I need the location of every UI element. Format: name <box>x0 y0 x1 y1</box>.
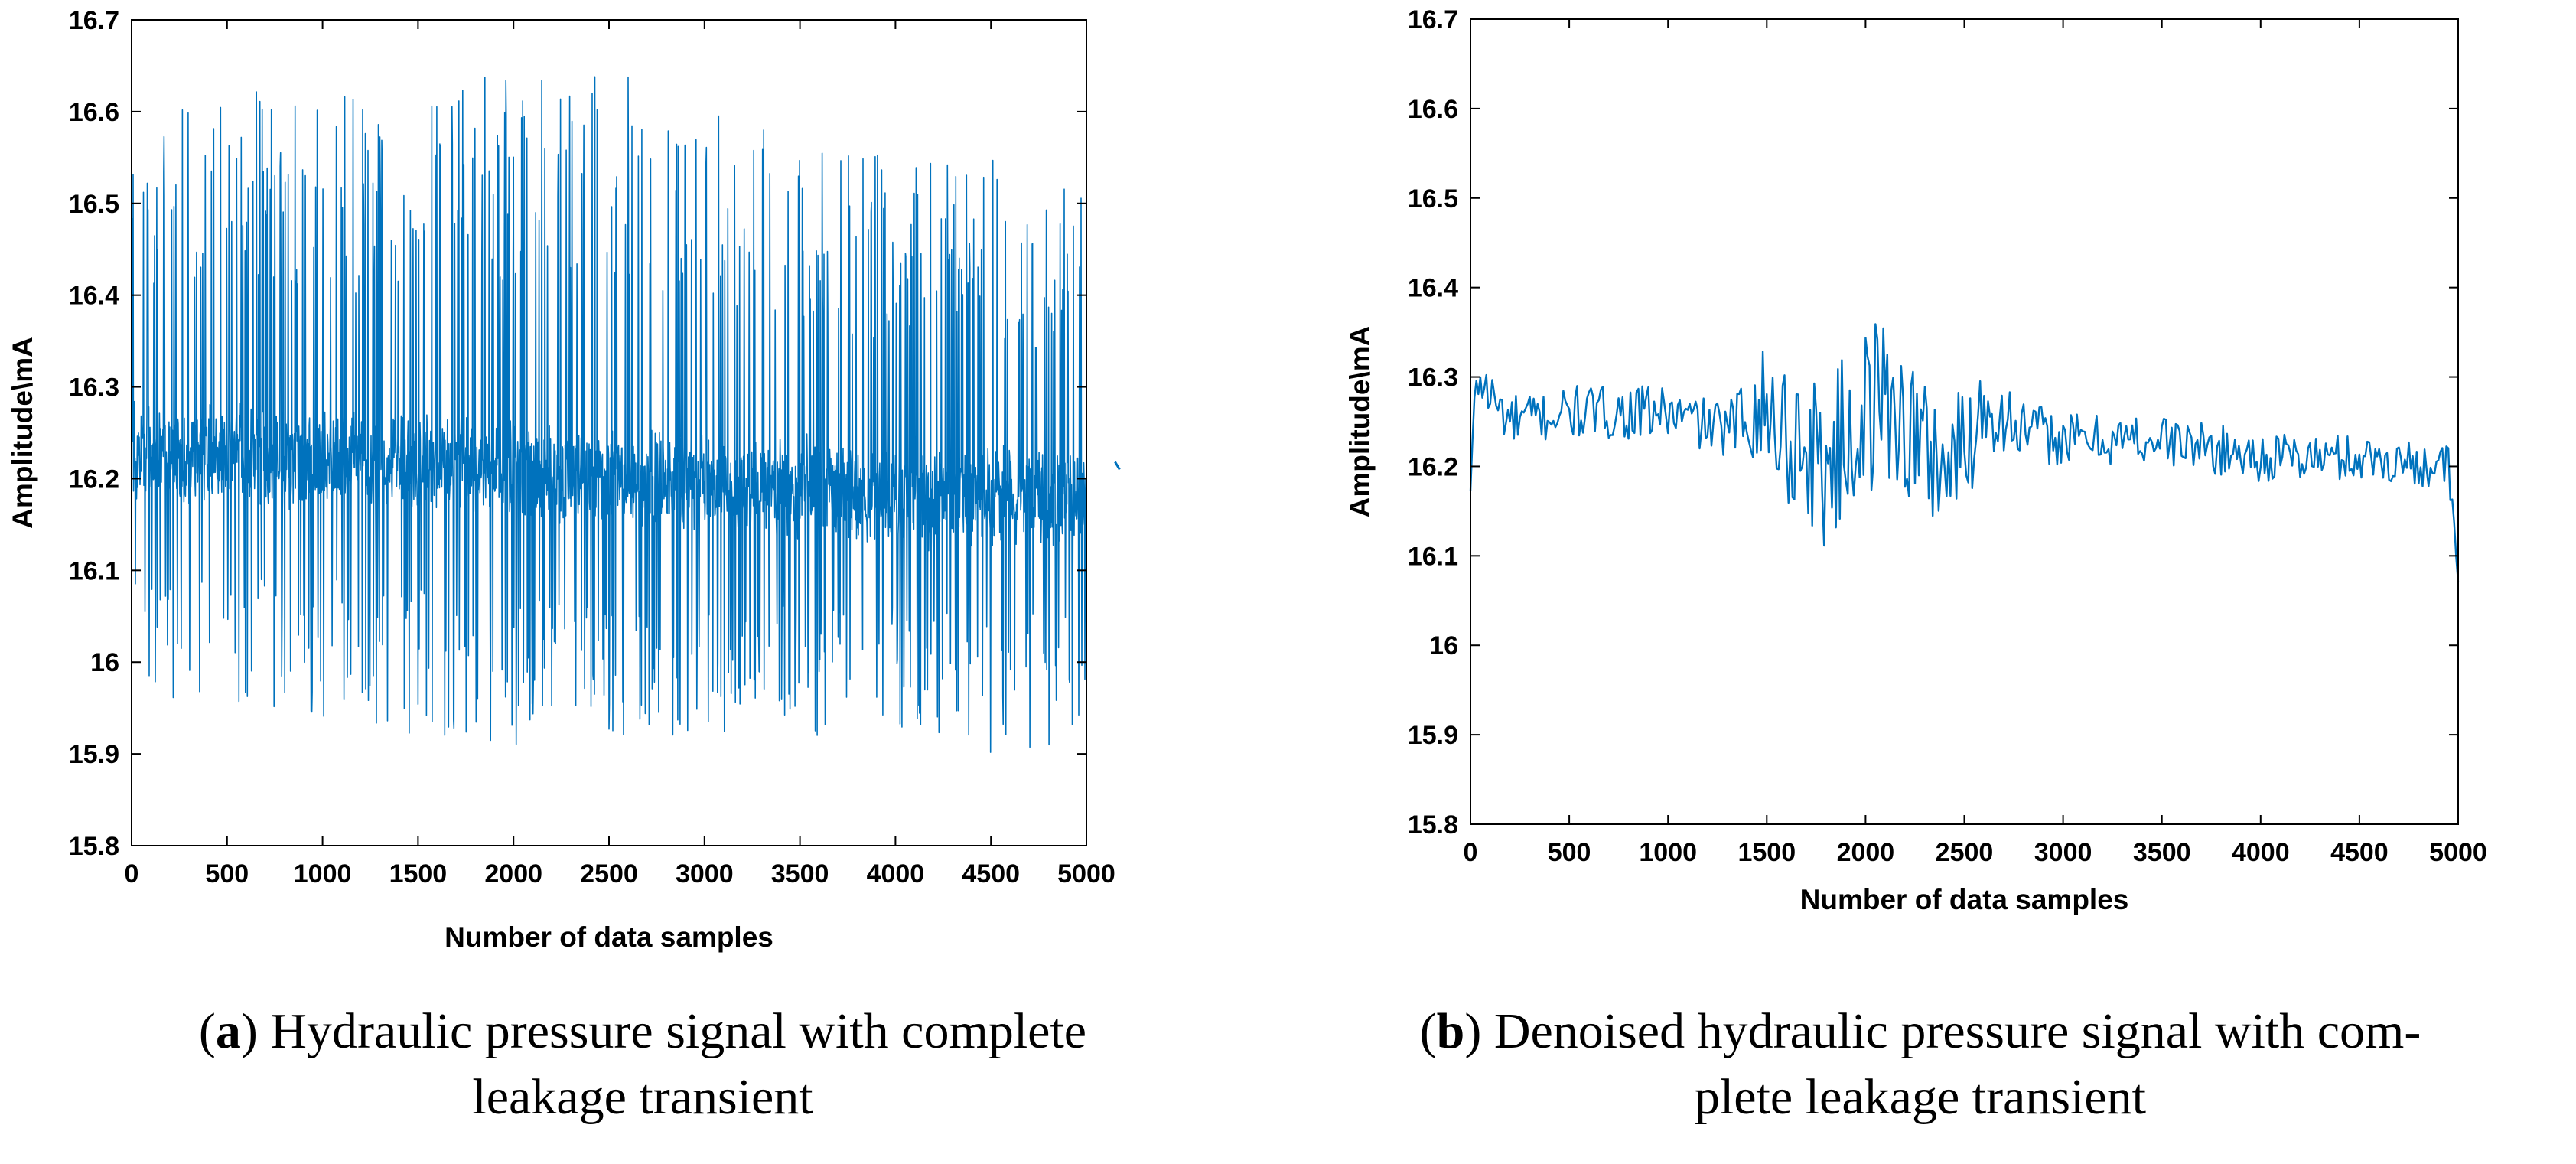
caption-b-letter: b <box>1436 1003 1465 1059</box>
caption-b-line1: Denoised hydraulic pressure signal with … <box>1493 1003 2421 1059</box>
chart-a-ytick-label: 16.1 <box>69 556 119 585</box>
chart-a-xtick-label: 1500 <box>389 859 448 888</box>
chart-a-xtick-label: 5000 <box>1057 859 1115 888</box>
caption-a-letter: a <box>215 1003 241 1059</box>
chart-b-ytick-label: 15.9 <box>1408 721 1458 750</box>
chart-a-xtick-label: 4000 <box>867 859 925 888</box>
chart-a-signal-line <box>131 76 1087 753</box>
caption-a: (a) Hydraulic pressure signal with compl… <box>198 1003 1087 1125</box>
chart-a-ytick-label: 16.6 <box>69 98 119 127</box>
chart-a-ytick-label: 15.8 <box>69 832 119 861</box>
chart-a-xtick-label: 1000 <box>294 859 352 888</box>
chart-b-axes-box <box>1470 18 2459 825</box>
caption-a-line1: Hydraulic pressure signal with complete <box>270 1003 1087 1059</box>
chart-a-xtick-label: 2000 <box>484 859 542 888</box>
chart-b-xtick-label: 1500 <box>1737 838 1796 867</box>
chart-b-ytick-label: 16.5 <box>1408 184 1458 214</box>
chart-b-xtick-label: 3500 <box>2133 838 2191 867</box>
chart-b-xtick-label: 4000 <box>2232 838 2290 867</box>
chart-b-xtick-label: 0 <box>1464 838 1478 867</box>
chart-panel-b: 0 500 1000 1500 2000 2500 3000 3500 4000 4500 5000… <box>1288 0 2576 1164</box>
chart-b-xtick-label: 5000 <box>2429 838 2487 867</box>
chart-a-ytick-label: 15.9 <box>69 740 119 769</box>
chart-b-ytick-label: 16.4 <box>1408 274 1458 303</box>
chart-a-xtick-label: 0 <box>125 859 139 888</box>
caption-b: (b) Denoised hydraulic pressure signal w… <box>1419 1003 2421 1125</box>
chart-b-xtick-label: 3000 <box>2034 838 2092 867</box>
chart-b-ytick-label: 16.1 <box>1408 542 1458 571</box>
chart-b-xtick-label: 1000 <box>1639 838 1697 867</box>
chart-b-xlabel: Number of data samples <box>1800 884 2129 915</box>
chart-a-ytick-label: 16.4 <box>69 282 119 311</box>
chart-a-ytick-label: 16.3 <box>69 373 119 403</box>
chart-b-xtick-label: 2500 <box>1936 838 1994 867</box>
chart-b-ytick-label: 16.6 <box>1408 95 1458 124</box>
chart-a-ylabel: Amplitude\mA <box>7 337 38 529</box>
chart-b-xtick-label: 500 <box>1548 838 1591 867</box>
chart-panel-a: 0 500 1000 1500 2000 2500 3000 3500 4000 4500 5000… <box>7 6 1121 1125</box>
chart-b: 0 500 1000 1500 2000 2500 3000 3500 4000 4500 5000… <box>1344 5 2487 915</box>
chart-a-xtick-label: 3500 <box>771 859 829 888</box>
chart-a-ytick-label: 16.2 <box>69 465 119 494</box>
chart-b-ytick-label: 16.2 <box>1408 452 1458 481</box>
chart-b-xtick-label: 4500 <box>2330 838 2389 867</box>
chart-b-ytick-label: 16 <box>1429 631 1458 660</box>
caption-b-line2: plete leakage transient <box>1694 1069 2147 1125</box>
chart-b-xtick-label: 2000 <box>1837 838 1895 867</box>
chart-a-xtick-label: 4500 <box>962 859 1020 888</box>
chart-a-ytick-label: 16.5 <box>69 190 119 219</box>
chart-b-ytick-label: 16.3 <box>1408 364 1458 393</box>
chart-a-xtick-label: 500 <box>205 859 249 888</box>
chart-a-xtick-label: 3000 <box>676 859 734 888</box>
chart-b-ytick-label: 15.8 <box>1408 810 1458 840</box>
chart-a-extra-point <box>1114 461 1121 471</box>
chart-a-xlabel: Number of data samples <box>445 921 773 953</box>
chart-b-signal-line <box>1469 323 2460 583</box>
caption-a-line2: leakage transient <box>472 1069 813 1125</box>
chart-a-ytick-label: 16.7 <box>69 6 119 35</box>
chart-a: 0 500 1000 1500 2000 2500 3000 3500 4000 4500 5000… <box>7 6 1121 953</box>
chart-b-ytick-label: 16.7 <box>1408 5 1458 34</box>
chart-a-xtick-label: 2500 <box>580 859 638 888</box>
chart-a-ytick-label: 16 <box>90 648 119 677</box>
chart-b-ylabel: Amplitude\mA <box>1344 326 1376 518</box>
